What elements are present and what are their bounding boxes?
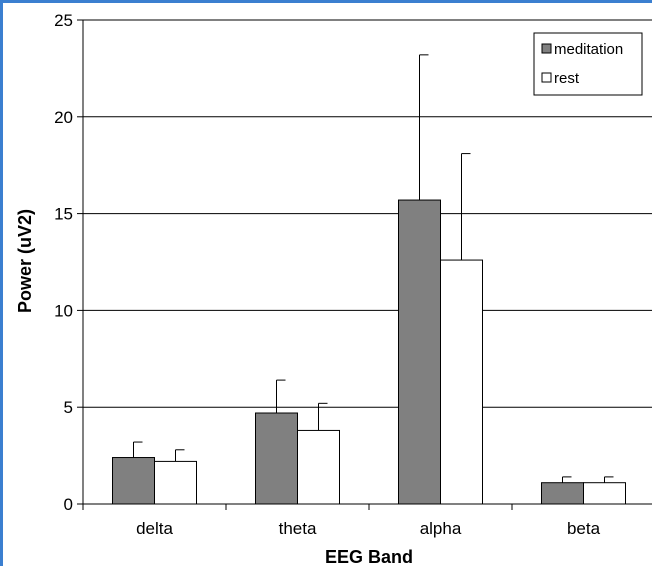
- legend-label-meditation: meditation: [554, 41, 623, 58]
- axes: [77, 19, 652, 510]
- legend-box: [533, 32, 643, 96]
- error-bars: [133, 54, 614, 483]
- y-tick-label: 5: [64, 398, 73, 417]
- gridlines: [83, 19, 652, 408]
- bars: [112, 199, 626, 505]
- y-tick-labels: 0 5 10 15 20 25: [54, 11, 73, 514]
- legend-swatch-rest: [541, 72, 552, 83]
- y-tick-label: 25: [54, 11, 73, 30]
- bar-rest-beta: [583, 482, 626, 505]
- legend: meditation rest: [533, 32, 643, 96]
- y-tick-label: 10: [54, 301, 73, 320]
- legend-label-rest: rest: [554, 70, 580, 87]
- x-tick-labels: delta theta alpha beta: [136, 519, 601, 538]
- bar-rest-alpha: [440, 259, 483, 505]
- x-tick-label-beta: beta: [567, 519, 601, 538]
- x-tick-label-delta: delta: [136, 519, 173, 538]
- bar-meditation-alpha: [398, 199, 441, 505]
- bar-meditation-theta: [255, 412, 298, 505]
- y-tick-label: 15: [54, 205, 73, 224]
- bar-rest-delta: [154, 460, 197, 505]
- bar-meditation-delta: [112, 457, 155, 505]
- bar-rest-theta: [297, 429, 340, 505]
- y-axis-title: Power (uV2): [15, 209, 35, 313]
- x-axis-title: EEG Band: [325, 547, 413, 567]
- y-tick-label: 20: [54, 108, 73, 127]
- x-tick-label-theta: theta: [279, 519, 317, 538]
- legend-swatch-meditation: [541, 43, 552, 54]
- x-tick-label-alpha: alpha: [420, 519, 462, 538]
- y-tick-label: 0: [64, 495, 73, 514]
- bar-meditation-beta: [541, 482, 584, 505]
